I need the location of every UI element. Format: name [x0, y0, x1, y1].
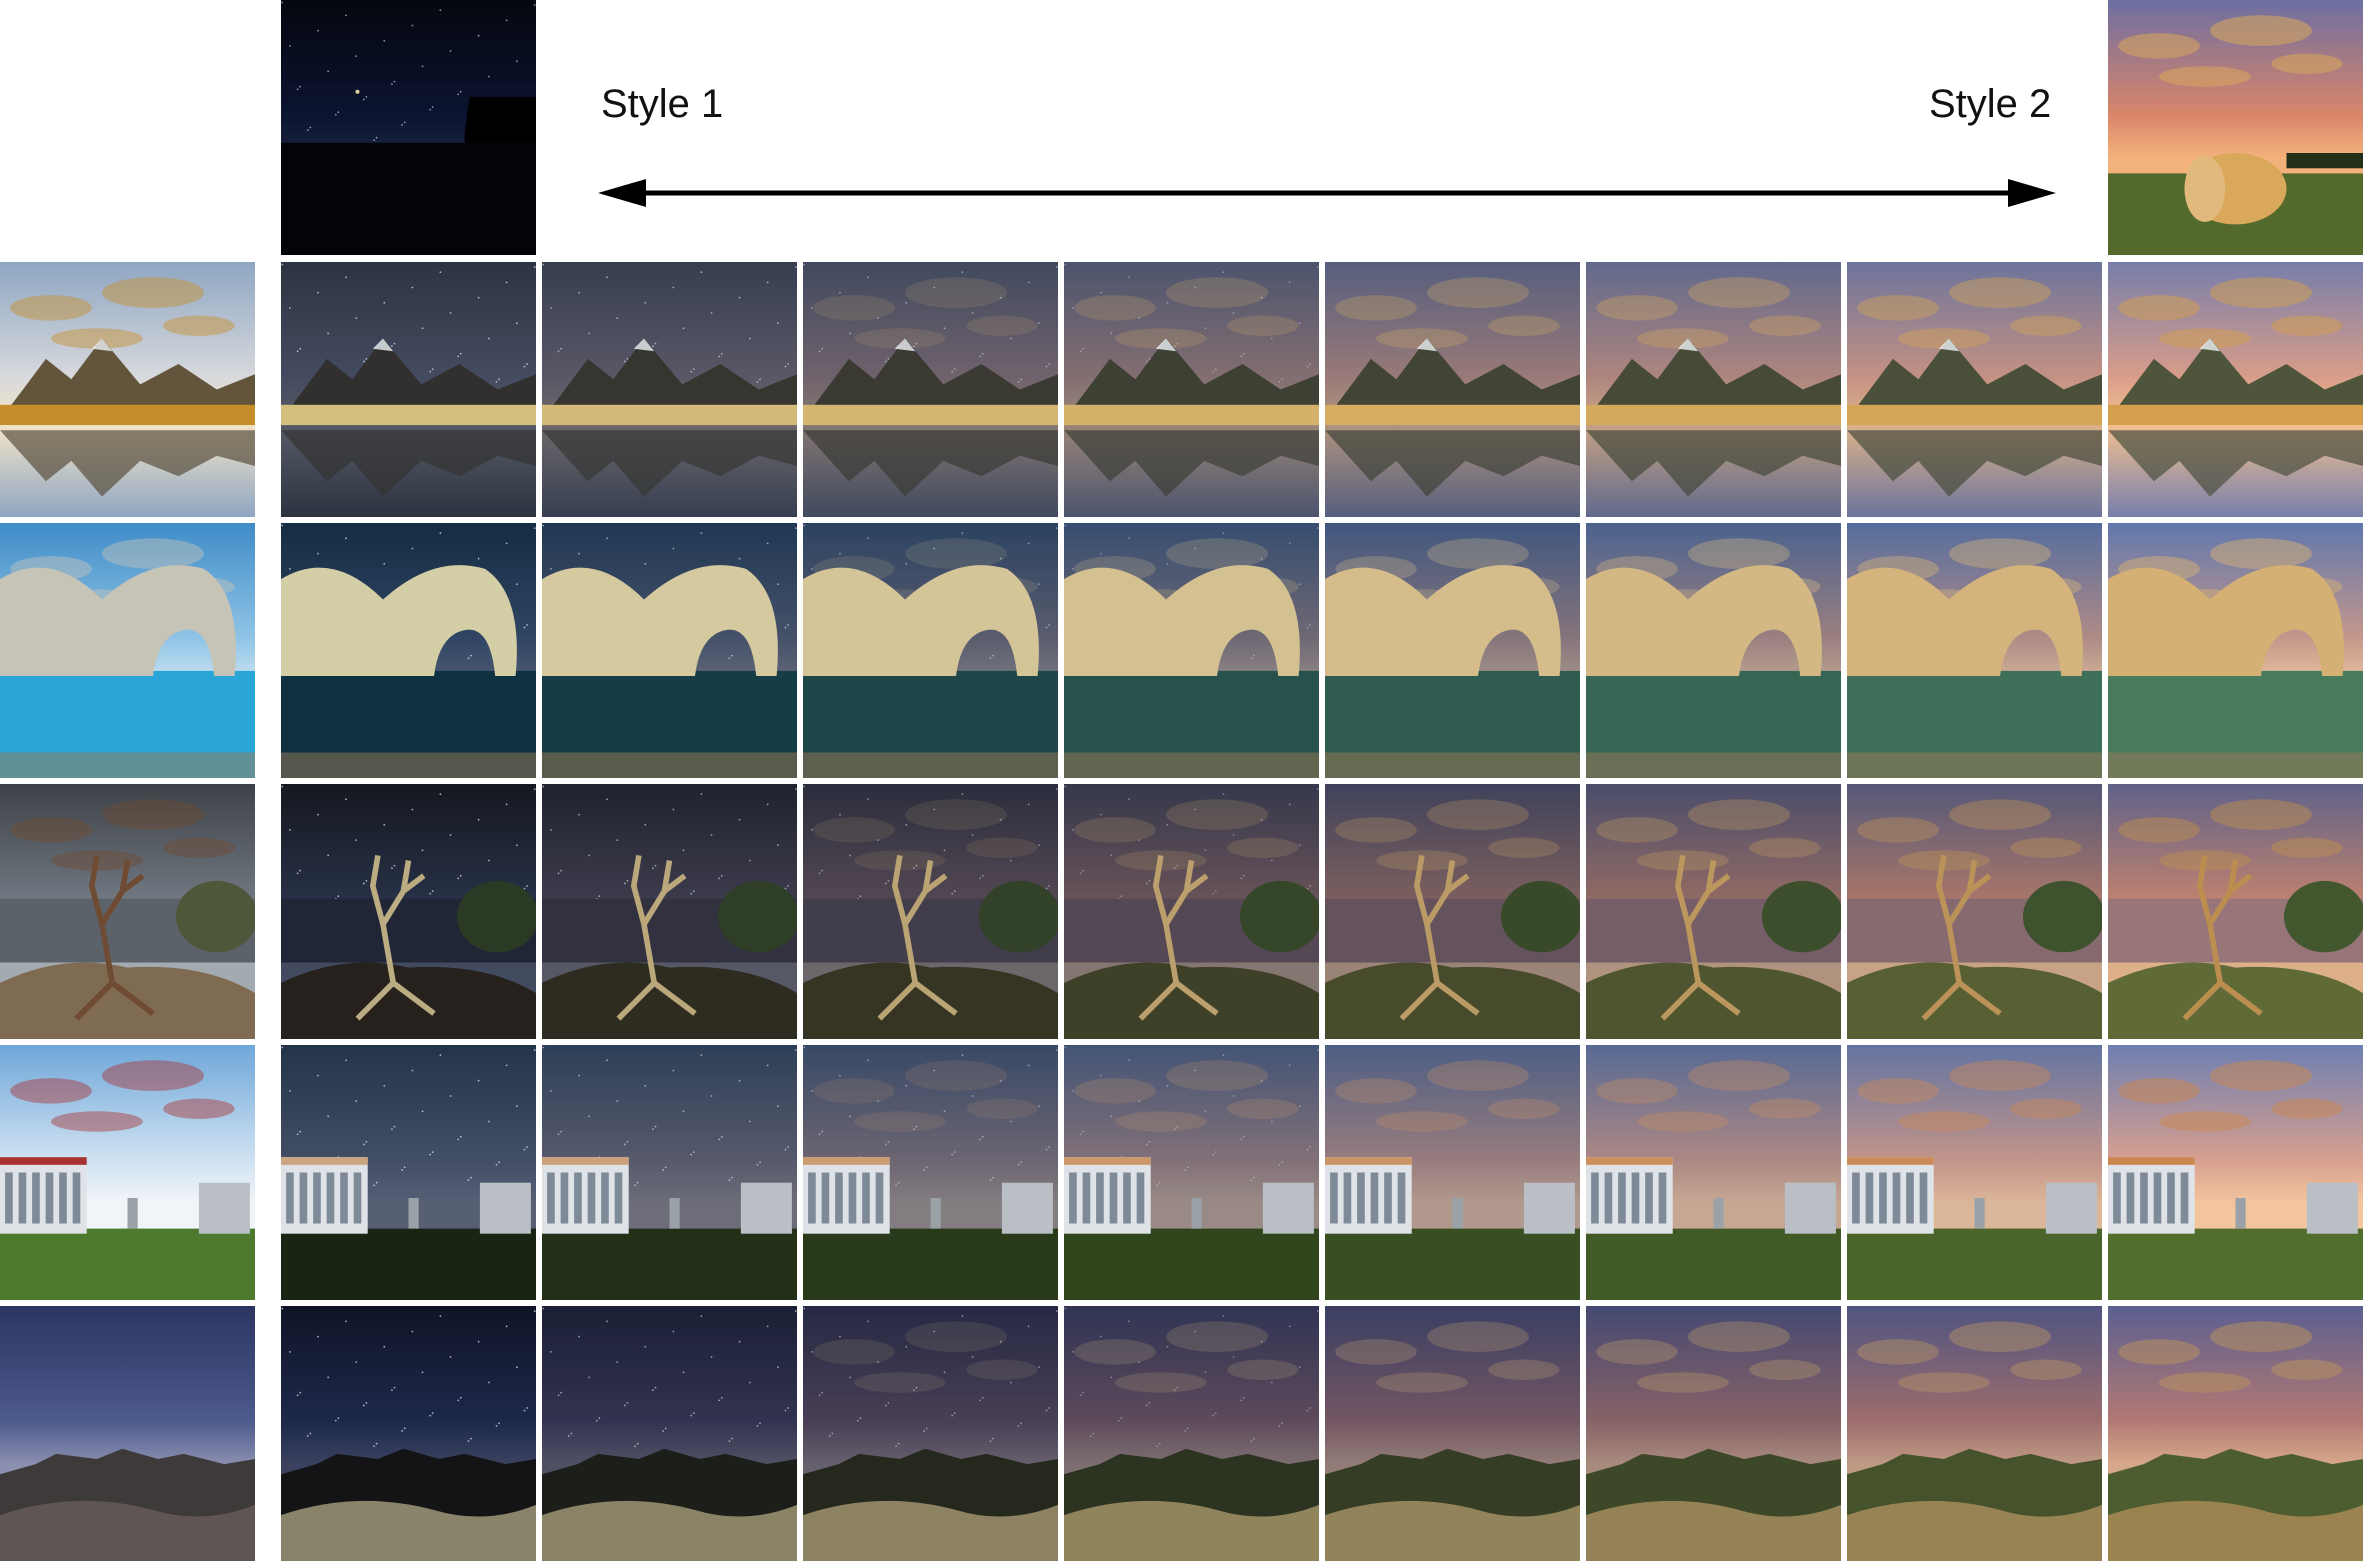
- stylized-image-modern-building-step-4: [1064, 1045, 1319, 1300]
- stylized-image-modern-building-step-1: [281, 1045, 536, 1300]
- stylized-image-modern-building-step-5: [1325, 1045, 1580, 1300]
- stylized-image-dead-tree-cliff-step-8: [2108, 784, 2363, 1039]
- stylized-image-rock-plateau-step-8: [2108, 1306, 2363, 1561]
- stylized-image-rock-plateau-step-7: [1847, 1306, 2102, 1561]
- content-image-dead-tree-cliff: [0, 784, 255, 1039]
- stylized-image-rock-plateau-step-5: [1325, 1306, 1580, 1561]
- stylized-image-sea-arch-step-7: [1847, 523, 2102, 778]
- stylized-image-mountain-lake-step-3: [803, 262, 1058, 517]
- stylized-image-dead-tree-cliff-step-2: [542, 784, 797, 1039]
- content-image-rock-plateau: [0, 1306, 255, 1561]
- stylized-image-modern-building-step-7: [1847, 1045, 2102, 1300]
- stylized-image-dead-tree-cliff-step-6: [1586, 784, 1841, 1039]
- stylized-image-sea-arch-step-5: [1325, 523, 1580, 778]
- stylized-image-sea-arch-step-2: [542, 523, 797, 778]
- style-1-label: Style 1: [601, 82, 724, 126]
- stylized-image-rock-plateau-step-2: [542, 1306, 797, 1561]
- content-image-modern-building: [0, 1045, 255, 1300]
- style-2-label: Style 2: [1929, 82, 2052, 126]
- double-headed-arrow-icon: [598, 179, 2056, 207]
- stylized-image-dead-tree-cliff-step-7: [1847, 784, 2102, 1039]
- stylized-image-sea-arch-step-6: [1586, 523, 1841, 778]
- stylized-image-mountain-lake-step-2: [542, 262, 797, 517]
- stylized-image-mountain-lake-step-8: [2108, 262, 2363, 517]
- stylized-image-rock-plateau-step-6: [1586, 1306, 1841, 1561]
- stylized-image-modern-building-step-6: [1586, 1045, 1841, 1300]
- stylized-image-dead-tree-cliff-step-5: [1325, 784, 1580, 1039]
- stylized-image-dead-tree-cliff-step-3: [803, 784, 1058, 1039]
- stylized-image-mountain-lake-step-4: [1064, 262, 1319, 517]
- stylized-image-rock-plateau-step-1: [281, 1306, 536, 1561]
- stylized-image-dead-tree-cliff-step-4: [1064, 784, 1319, 1039]
- stylized-image-modern-building-step-2: [542, 1045, 797, 1300]
- stylized-image-dead-tree-cliff-step-1: [281, 784, 536, 1039]
- stylized-image-mountain-lake-step-1: [281, 262, 536, 517]
- content-image-sea-arch: [0, 523, 255, 778]
- stylized-image-sea-arch-step-4: [1064, 523, 1319, 778]
- stylized-image-modern-building-step-8: [2108, 1045, 2363, 1300]
- style-2-reference-image: [2108, 0, 2363, 255]
- stylized-image-rock-plateau-step-4: [1064, 1306, 1319, 1561]
- stylized-image-mountain-lake-step-7: [1847, 262, 2102, 517]
- stylized-image-mountain-lake-step-5: [1325, 262, 1580, 517]
- stylized-image-modern-building-step-3: [803, 1045, 1058, 1300]
- style-1-reference-image: [281, 0, 536, 255]
- stylized-image-sea-arch-step-1: [281, 523, 536, 778]
- stylized-image-mountain-lake-step-6: [1586, 262, 1841, 517]
- stylized-image-sea-arch-step-8: [2108, 523, 2363, 778]
- content-image-mountain-lake: [0, 262, 255, 517]
- stylized-image-sea-arch-step-3: [803, 523, 1058, 778]
- stylized-image-rock-plateau-step-3: [803, 1306, 1058, 1561]
